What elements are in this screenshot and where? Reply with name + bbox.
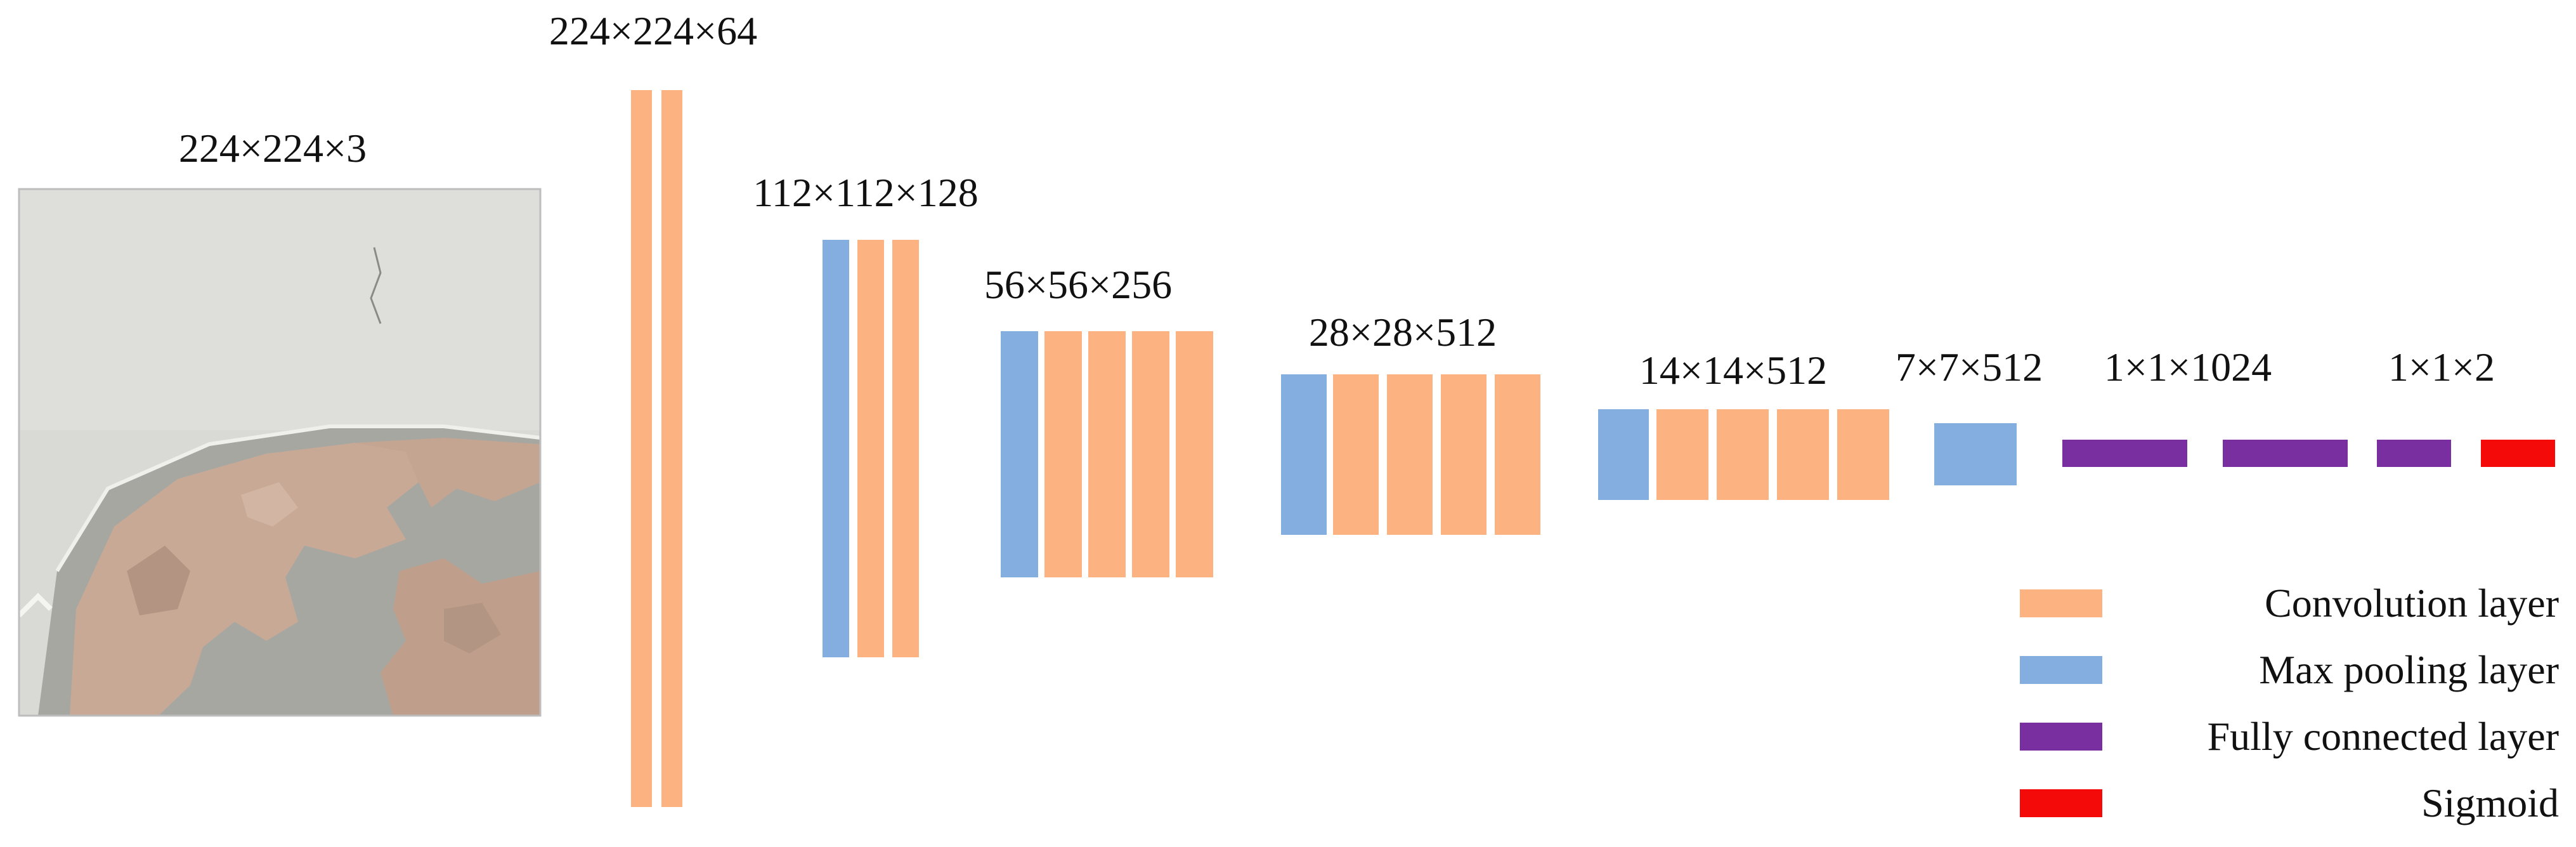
stage-8-sigmoid-layer	[2481, 440, 2555, 467]
stage-3-dimension-label: 56×56×256	[984, 262, 1172, 307]
stage-8-dimension-label: 1×1×2	[2388, 345, 2495, 390]
stage-3-convolution-layer	[1176, 331, 1213, 577]
stage-4-dimension-label: 28×28×512	[1309, 310, 1497, 355]
stage-5-convolution-layer	[1777, 409, 1829, 500]
stage-7-fully-connected-layer	[2223, 440, 2348, 467]
stage-2-dimension-label: 112×112×128	[753, 170, 978, 215]
legend-swatch-fully-connected	[2020, 723, 2102, 751]
legend-swatch-max-pooling	[2020, 656, 2102, 684]
stage-7-fully-connected-layer	[2062, 440, 2187, 467]
stage-2-max-pooling-layer	[823, 240, 849, 657]
stage-4-convolution-layer	[1387, 374, 1433, 535]
stage-3-convolution-layer	[1088, 331, 1126, 577]
legend-label-fully-connected: Fully connected layer	[2208, 714, 2559, 759]
legend-swatch-sigmoid	[2020, 789, 2102, 817]
legend-label-convolution: Convolution layer	[2265, 581, 2559, 626]
cracked-plaster-photo-icon	[19, 189, 540, 716]
legend: Convolution layer Max pooling layer Full…	[2020, 581, 2559, 825]
stage-5-max-pooling-layer	[1598, 409, 1649, 500]
legend-swatch-convolution	[2020, 589, 2102, 617]
stage-2-convolution-layer	[892, 240, 919, 657]
legend-label-max-pooling: Max pooling layer	[2259, 647, 2559, 692]
stage-3-convolution-layer	[1132, 331, 1169, 577]
stage-1-dimension-label: 224×224×64	[549, 8, 757, 53]
legend-label-sigmoid: Sigmoid	[2421, 780, 2559, 825]
stage-8-fully-connected-layer	[2377, 440, 2451, 467]
stage-4-convolution-layer	[1495, 374, 1540, 535]
photo-border	[18, 188, 542, 717]
stage-2-convolution-layer	[857, 240, 884, 657]
stage-7-dimension-label: 1×1×1024	[2104, 345, 2272, 390]
stage-5-convolution-layer	[1656, 409, 1708, 500]
stage-1-convolution-layer	[631, 90, 652, 807]
stage-3-convolution-layer	[1044, 331, 1082, 577]
stage-5-dimension-label: 14×14×512	[1639, 348, 1827, 393]
input-dimension-label: 224×224×3	[179, 126, 367, 171]
stage-3-max-pooling-layer	[1001, 331, 1038, 577]
stage-5-convolution-layer	[1837, 409, 1889, 500]
stage-5-convolution-layer	[1717, 409, 1769, 500]
stage-4-convolution-layer	[1333, 374, 1379, 535]
stage-6-max-pooling-layer	[1934, 423, 2017, 485]
input-image	[18, 188, 542, 717]
stage-4-max-pooling-layer	[1281, 374, 1327, 535]
stage-4-convolution-layer	[1441, 374, 1486, 535]
stage-6-dimension-label: 7×7×512	[1896, 345, 2043, 390]
stage-1-convolution-layer	[661, 90, 682, 807]
